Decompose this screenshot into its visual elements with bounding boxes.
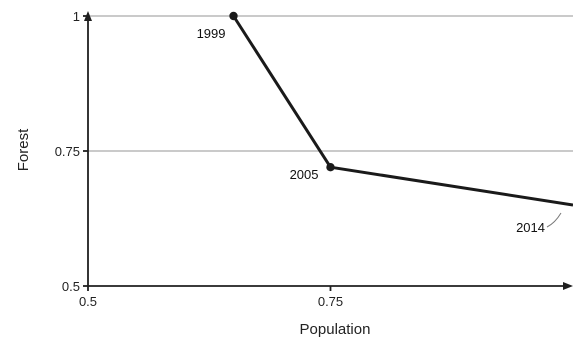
tick-labels: 1 0.75 0.50.5 0.75 — [55, 9, 343, 309]
data-point-0 — [229, 11, 238, 21]
data-point-1 — [326, 163, 335, 172]
y-axis-label: Forest — [15, 128, 32, 171]
point-label-2: 2014 — [516, 220, 545, 235]
x-tick-label-0: 0.5 — [79, 294, 97, 309]
gridlines — [88, 15, 573, 152]
point-label-0: 1999 — [197, 26, 226, 41]
y-tick-label-1: 0.75 — [55, 144, 80, 159]
point-label-leader-2 — [546, 212, 562, 228]
series-line-0 — [232, 15, 573, 207]
y-tick-label-2: 0.5 — [62, 279, 80, 294]
x-axis-label: Population — [300, 321, 371, 338]
x-tick-label-1: 0.75 — [318, 294, 343, 309]
x-axis-arrow — [563, 282, 573, 290]
y-tick-label-0: 1 — [73, 9, 80, 24]
point-label-1: 2005 — [290, 167, 319, 182]
point-labels: 1999 2005 2014 — [197, 26, 562, 235]
series-group — [229, 11, 573, 207]
